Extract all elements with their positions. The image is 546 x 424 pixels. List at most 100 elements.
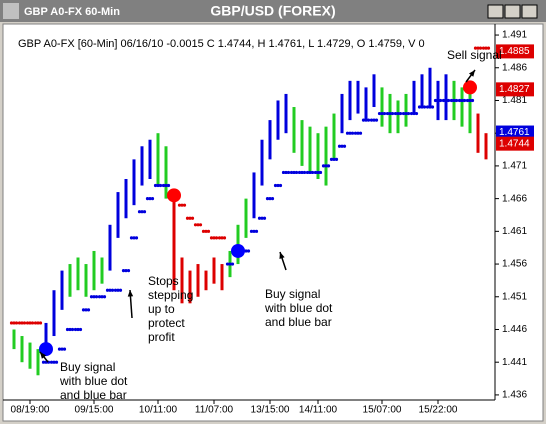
stop-dot (449, 98, 454, 103)
stop-dot (478, 46, 483, 50)
stop-dot (428, 105, 432, 109)
stop-dot (81, 308, 86, 312)
stop-dot (286, 170, 291, 175)
window-icon (3, 3, 19, 19)
stop-dot (126, 268, 131, 273)
stop-dot (76, 327, 80, 332)
stop-dot (276, 183, 280, 188)
stop-dot (220, 236, 224, 240)
stop-dot (30, 321, 35, 325)
stop-dot (484, 46, 488, 50)
stop-dot (406, 111, 411, 116)
stop-dot (145, 197, 150, 201)
stop-dot (190, 216, 195, 220)
stop-dot (417, 105, 422, 109)
annotation: and blue bar (60, 388, 127, 402)
arrow-head (468, 70, 475, 77)
stop-dot (388, 111, 392, 116)
x-tick-label: 09/15:00 (75, 405, 114, 416)
stop-dot (278, 183, 283, 188)
y-tick-label: 1.491 (502, 30, 527, 41)
minimize-button[interactable] (487, 4, 504, 19)
stop-dot (350, 131, 355, 135)
stop-dot (460, 98, 464, 103)
arrow-head (279, 252, 285, 259)
stop-dot (212, 236, 216, 240)
stop-dot (54, 360, 59, 364)
stop-dot (356, 131, 360, 135)
stop-dot (78, 327, 83, 332)
stop-dot (209, 236, 214, 240)
chart-subtitle: GBP A0-FX [60-Min] 06/16/10 -0.0015 C 1.… (18, 38, 425, 50)
stop-dot (68, 327, 72, 332)
stop-dot (110, 288, 115, 292)
annotation: Stops (148, 274, 179, 288)
stop-dot (180, 203, 184, 207)
stop-dot (396, 111, 400, 116)
stop-dot (260, 216, 264, 220)
stop-dot (374, 118, 379, 122)
stop-dot (33, 321, 38, 325)
stop-dot (300, 170, 304, 175)
stop-dot (305, 170, 310, 175)
stop-dot (57, 347, 62, 351)
price-tag-label: 1.4827 (499, 84, 530, 95)
stop-dot (214, 236, 219, 240)
annotation: Buy signal (265, 287, 320, 301)
stop-dot (28, 321, 32, 325)
stop-dot (12, 321, 16, 325)
stop-dot (89, 295, 94, 299)
stop-dot (262, 216, 267, 220)
price-tag (496, 82, 534, 97)
stop-dot (9, 321, 14, 325)
stop-dot (404, 111, 408, 116)
stop-dot (108, 288, 112, 292)
stop-dot (433, 98, 438, 103)
stop-dot (116, 288, 120, 292)
stop-dot (38, 321, 43, 325)
stop-dot (118, 288, 123, 292)
stop-dot (185, 216, 190, 220)
stop-dot (268, 197, 272, 201)
stop-dot (452, 98, 456, 103)
annotation: Sell signal (447, 48, 502, 62)
stop-dot (454, 98, 459, 103)
stop-dot (36, 321, 40, 325)
close-button[interactable] (521, 4, 538, 19)
stop-dot (446, 98, 451, 103)
stop-dot (217, 236, 222, 240)
maximize-button[interactable] (504, 4, 521, 19)
y-tick-label: 1.461 (502, 226, 527, 237)
stop-dot (385, 111, 390, 116)
stop-dot (252, 229, 256, 233)
price-tag (496, 125, 534, 140)
stop-dot (476, 46, 480, 50)
stop-dot (132, 236, 136, 240)
annotation: profit (148, 330, 175, 344)
stop-dot (86, 308, 91, 312)
annotation: with blue dot (264, 301, 333, 315)
stop-dot (25, 321, 30, 325)
stop-dot (161, 183, 166, 188)
price-tag (496, 44, 534, 59)
stop-dot (70, 327, 75, 332)
stop-dot (393, 111, 398, 116)
stop-dot (310, 170, 315, 175)
y-tick-label: 1.466 (502, 193, 527, 204)
stop-dot (228, 262, 232, 266)
stop-dot (97, 295, 102, 299)
stop-dot (196, 223, 200, 227)
stop-dot (225, 262, 230, 266)
stop-dot (105, 288, 110, 292)
arrow-head (127, 290, 134, 297)
stop-dot (230, 262, 235, 266)
stop-dot (246, 249, 251, 253)
stop-dot (257, 216, 262, 220)
stop-dot (137, 210, 142, 214)
stop-dot (148, 197, 152, 201)
stop-dot (342, 144, 347, 148)
stop-dot (156, 183, 160, 188)
y-tick-label: 1.441 (502, 357, 527, 368)
